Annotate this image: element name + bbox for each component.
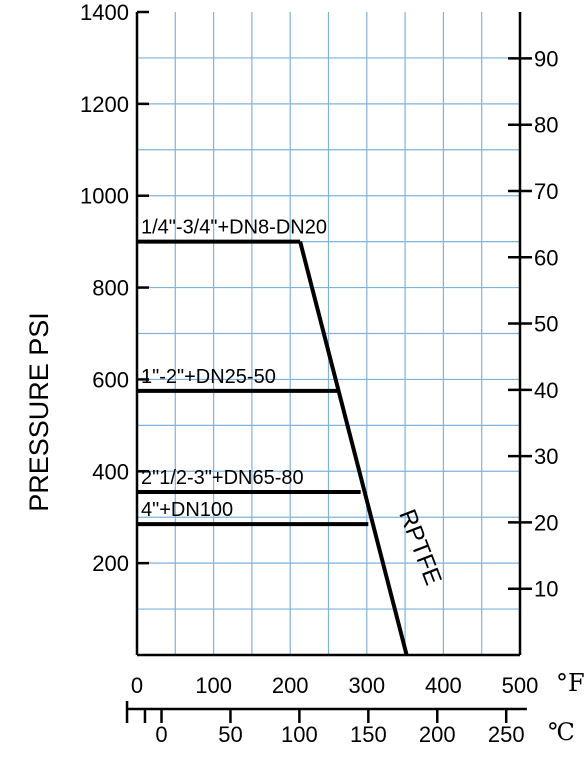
x-tick-label-f: 400 [425,673,462,698]
x-tick-label-f: 200 [272,673,309,698]
y-tick-label-bar: 20 [534,510,558,535]
y-tick-label-bar: 70 [534,179,558,204]
x-tick-label-c: 100 [281,722,318,747]
y-tick-label-bar: 10 [534,577,558,602]
x-tick-label-c: 150 [350,722,387,747]
y-tick-label-bar: 30 [534,444,558,469]
x-tick-label-f: 0 [131,673,143,698]
axes [125,10,532,723]
grid-lines [137,12,520,655]
x-unit-celsius: ℃ [548,718,575,746]
y-tick-label-psi: 1000 [80,184,129,209]
series-label: 4"+DN100 [141,499,233,521]
x-tick-label-c: 0 [155,722,167,747]
y-tick-label-psi: 400 [92,459,129,484]
x-tick-label-f: 300 [348,673,385,698]
y-tick-label-psi: 800 [92,276,129,301]
y-tick-label-bar: 60 [534,245,558,270]
limit-line-rptfe [298,241,409,656]
y-tick-label-bar: 50 [534,312,558,337]
y-tick-label-psi: 1400 [80,0,129,25]
material-label: RPTFE [393,506,446,589]
x-tick-label-f: 100 [195,673,232,698]
y-tick-label-bar: 90 [534,46,558,71]
y-axis-label: PRESSURE PSI [24,312,54,512]
axis-labels: 2004006008001000120014001020304050607080… [80,0,558,747]
x-tick-label-c: 50 [218,722,242,747]
x-tick-label-f: 500 [502,673,539,698]
x-unit-fahrenheit: °F [556,669,585,697]
series-label: 1"-2"+DN25-50 [141,366,276,388]
y-tick-label-bar: 40 [534,378,558,403]
y-tick-label-psi: 200 [92,551,129,576]
plot-area [137,239,409,656]
x-tick-label-c: 200 [419,722,456,747]
series-label: 1/4"-3/4"+DN8-DN20 [141,217,327,239]
x-tick-label-c: 250 [488,722,525,747]
y-tick-label-bar: 80 [534,113,558,138]
series-label: 2"1/2-3"+DN65-80 [141,467,304,489]
y-tick-label-psi: 600 [92,367,129,392]
y-tick-label-psi: 1200 [80,92,129,117]
